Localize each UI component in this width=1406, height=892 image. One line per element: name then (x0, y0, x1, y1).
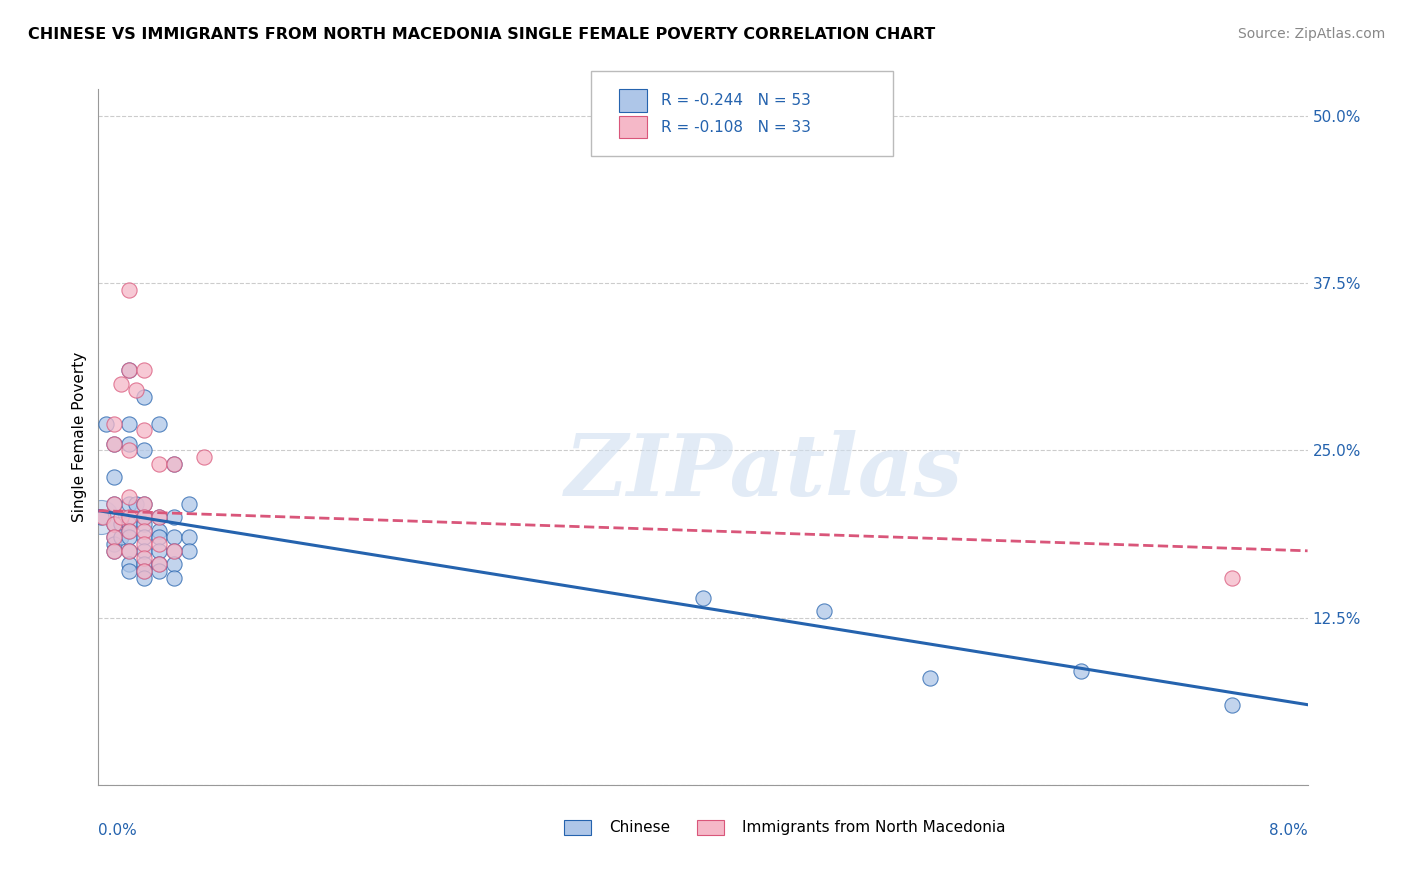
Text: Source: ZipAtlas.com: Source: ZipAtlas.com (1237, 27, 1385, 41)
Text: ZIPatlas: ZIPatlas (564, 430, 963, 514)
Point (132, 564, 155, 578)
Point (94, 417, 117, 431)
Point (132, 530, 155, 544)
Point (193, 450, 215, 464)
Point (692, 591, 714, 605)
Point (132, 571, 155, 585)
Point (103, 497, 125, 511)
Point (163, 510, 186, 524)
Point (110, 516, 132, 531)
Point (179, 530, 201, 544)
Point (103, 516, 125, 531)
Point (163, 544, 186, 558)
Point (132, 443, 155, 458)
Point (148, 557, 170, 572)
Point (132, 537, 155, 551)
Point (118, 516, 141, 531)
Point (118, 530, 141, 544)
Point (118, 443, 141, 458)
Text: R = -0.244   N = 53: R = -0.244 N = 53 (661, 93, 811, 108)
Point (118, 557, 141, 572)
Point (132, 497, 155, 511)
Point (148, 524, 170, 538)
Point (110, 510, 132, 524)
Text: 8.0%: 8.0% (1268, 823, 1308, 838)
Text: Immigrants from North Macedonia: Immigrants from North Macedonia (742, 820, 1005, 835)
Point (103, 544, 125, 558)
Point (148, 564, 170, 578)
Point (179, 544, 201, 558)
Point (103, 417, 125, 431)
Point (132, 363, 155, 377)
Point (1220, 698, 1243, 712)
Point (118, 564, 141, 578)
Point (163, 544, 186, 558)
Point (179, 497, 201, 511)
Point (132, 550, 155, 565)
Point (118, 544, 141, 558)
Point (132, 544, 155, 558)
Point (148, 544, 170, 558)
Point (103, 470, 125, 484)
Point (118, 497, 141, 511)
Point (91, 510, 114, 524)
Point (132, 497, 155, 511)
Point (132, 516, 155, 531)
Point (103, 537, 125, 551)
Point (103, 436, 125, 450)
Point (148, 417, 170, 431)
Point (132, 564, 155, 578)
Point (118, 510, 141, 524)
Point (103, 530, 125, 544)
Point (103, 530, 125, 544)
Point (118, 363, 141, 377)
Point (90, 510, 112, 524)
Point (148, 510, 170, 524)
Point (132, 524, 155, 538)
Point (163, 530, 186, 544)
Point (132, 510, 155, 524)
Point (118, 436, 141, 450)
Text: R = -0.108   N = 33: R = -0.108 N = 33 (661, 120, 811, 135)
Point (163, 557, 186, 572)
Point (118, 524, 141, 538)
Point (118, 417, 141, 431)
Point (118, 544, 141, 558)
Point (125, 384, 148, 398)
Point (103, 544, 125, 558)
Point (132, 557, 155, 572)
Text: Chinese: Chinese (609, 820, 669, 835)
Point (103, 497, 125, 511)
Point (148, 510, 170, 524)
Point (148, 530, 170, 544)
Text: CHINESE VS IMMIGRANTS FROM NORTH MACEDONIA SINGLE FEMALE POVERTY CORRELATION CHA: CHINESE VS IMMIGRANTS FROM NORTH MACEDON… (28, 27, 935, 42)
Point (110, 376, 132, 391)
Point (148, 557, 170, 572)
Point (132, 424, 155, 438)
Point (118, 490, 141, 504)
Point (103, 516, 125, 531)
Point (163, 571, 186, 585)
Point (163, 457, 186, 471)
Point (918, 671, 941, 685)
Point (118, 363, 141, 377)
Point (118, 283, 141, 297)
Point (110, 530, 132, 544)
Point (125, 497, 148, 511)
Point (103, 436, 125, 450)
Point (148, 457, 170, 471)
Point (163, 457, 186, 471)
Y-axis label: Single Female Poverty: Single Female Poverty (72, 352, 87, 522)
Point (1220, 571, 1243, 585)
Point (132, 510, 155, 524)
Text: 0.0%: 0.0% (98, 823, 138, 838)
Point (90, 510, 112, 524)
Point (1070, 664, 1092, 679)
Point (813, 604, 835, 618)
Point (148, 537, 170, 551)
Point (132, 390, 155, 404)
Point (118, 524, 141, 538)
